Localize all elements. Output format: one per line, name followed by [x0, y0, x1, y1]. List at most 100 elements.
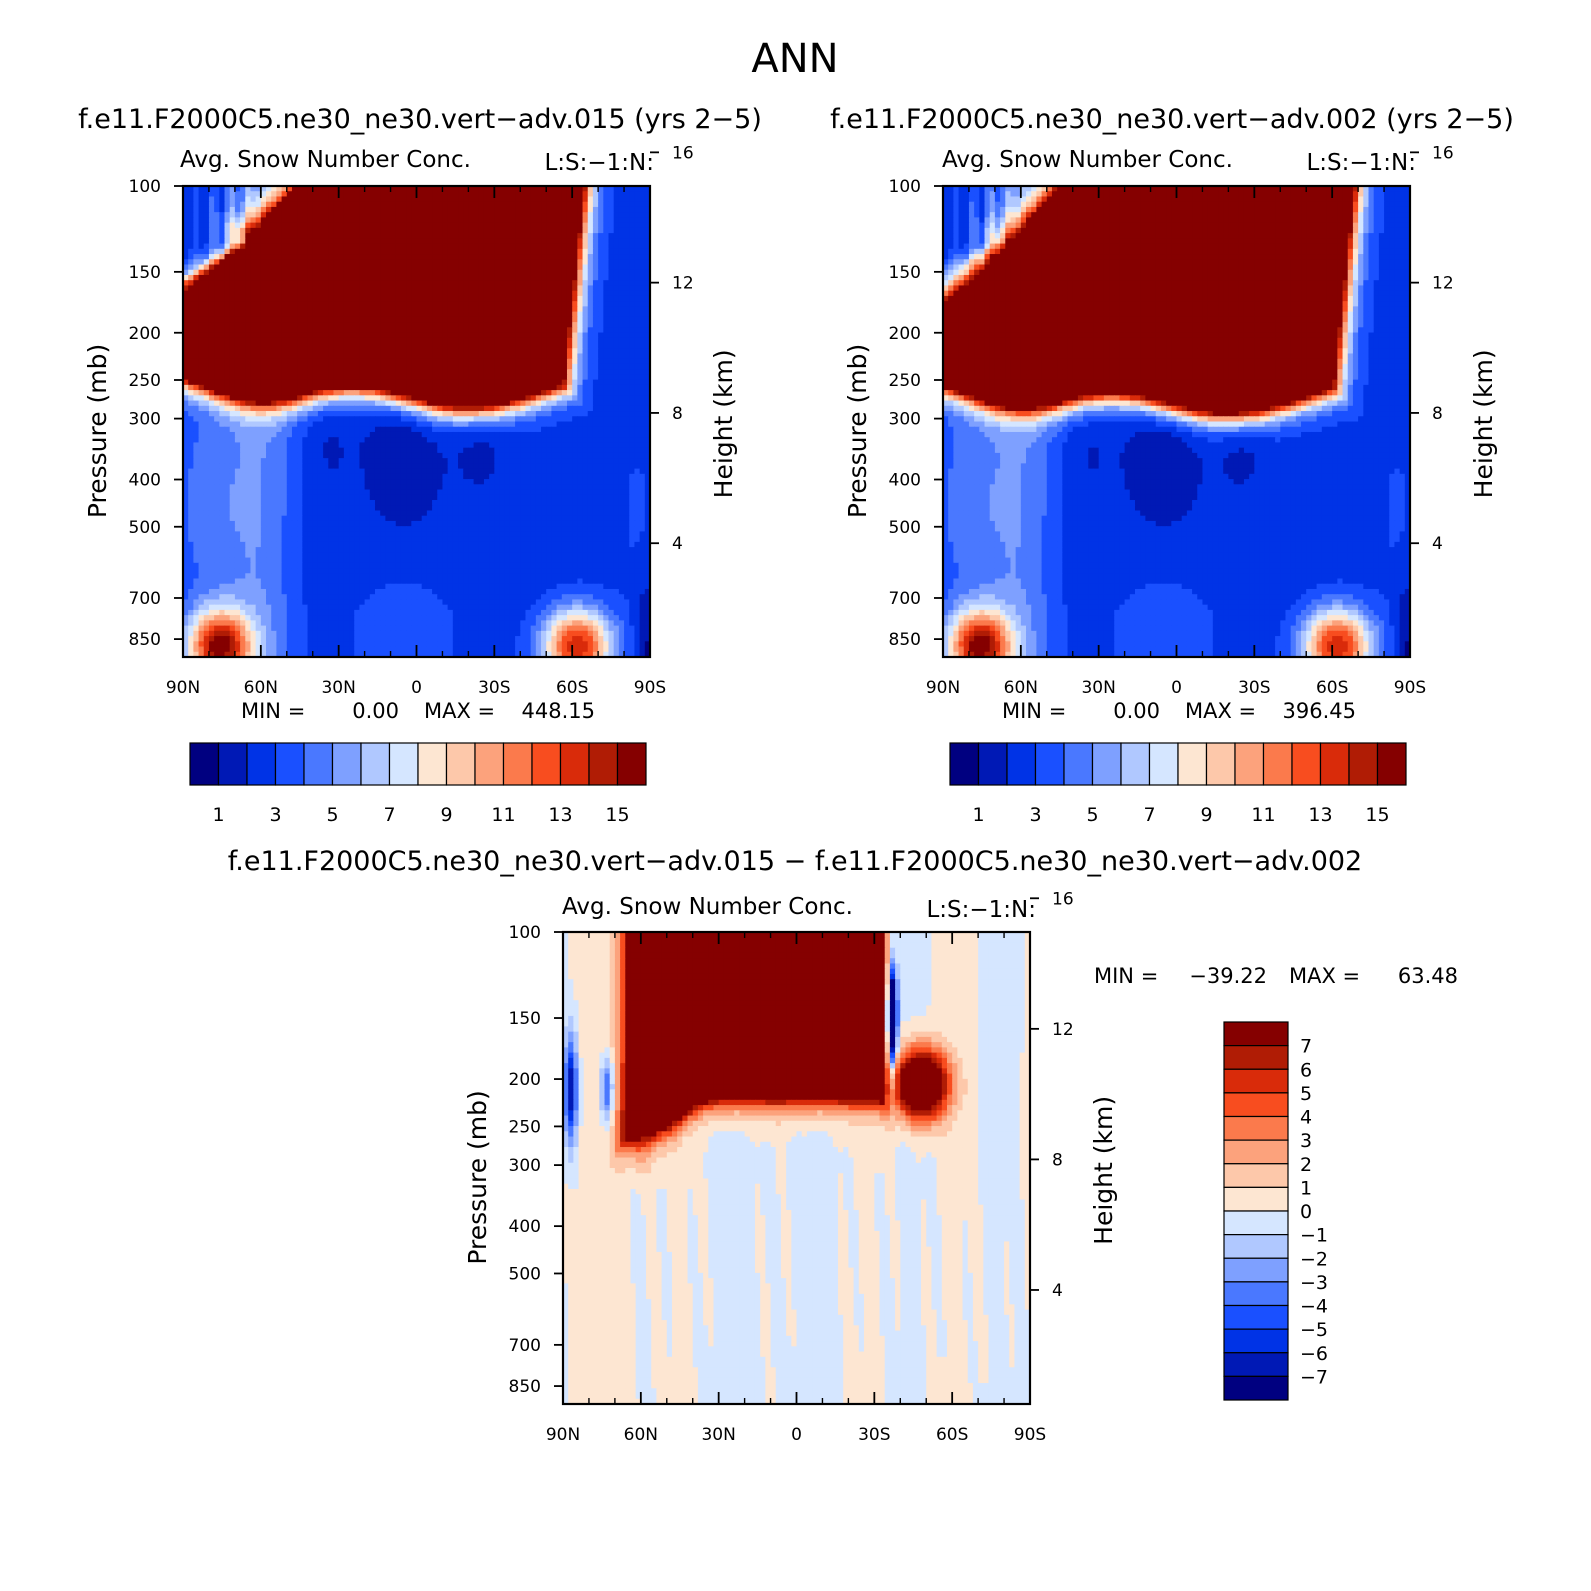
field-cell	[468, 191, 474, 197]
field-cell	[458, 233, 464, 239]
field-cell	[458, 244, 464, 250]
field-cell	[598, 228, 604, 234]
field-cell	[225, 212, 231, 218]
field-cell	[230, 244, 236, 250]
field-cell	[427, 207, 433, 213]
field-cell	[193, 191, 199, 197]
field-cell	[235, 275, 241, 281]
field-cell	[619, 196, 625, 202]
field-cell	[292, 191, 298, 197]
field-cell	[375, 202, 381, 208]
field-cell	[453, 249, 459, 255]
field-cell	[510, 275, 516, 281]
field-cell	[276, 217, 282, 223]
field-cell	[401, 265, 407, 271]
field-cell	[577, 270, 583, 276]
field-cell	[209, 270, 215, 276]
field-cell	[261, 275, 267, 281]
field-cell	[313, 223, 319, 229]
field-cell	[489, 207, 495, 213]
field-cell	[422, 265, 428, 271]
field-cell	[557, 217, 563, 223]
field-cell	[634, 259, 640, 265]
field-cell	[375, 259, 381, 265]
field-cell	[370, 259, 376, 265]
field-cell	[489, 217, 495, 223]
field-cell	[500, 196, 506, 202]
field-cell	[536, 249, 542, 255]
field-cell	[624, 238, 630, 244]
field-cell	[365, 249, 371, 255]
field-cell	[541, 217, 547, 223]
field-cell	[240, 207, 246, 213]
field-cell	[432, 233, 438, 239]
field-cell	[411, 228, 417, 234]
field-cell	[235, 233, 241, 239]
field-cell	[536, 259, 542, 265]
field-cell	[531, 191, 537, 197]
field-cell	[562, 223, 568, 229]
field-cell	[261, 217, 267, 223]
field-cell	[261, 233, 267, 239]
field-cell	[375, 270, 381, 276]
field-cell	[344, 207, 350, 213]
field-cell	[484, 223, 490, 229]
field-cell	[209, 275, 215, 281]
field-cell	[225, 259, 231, 265]
field-cell	[276, 254, 282, 260]
field-cell	[302, 191, 308, 197]
field-cell	[531, 223, 537, 229]
field-cell	[333, 207, 339, 213]
field-cell	[546, 254, 552, 260]
field-cell	[598, 202, 604, 208]
field-cell	[515, 196, 521, 202]
field-cell	[276, 207, 282, 213]
field-cell	[287, 207, 293, 213]
field-cell	[614, 275, 620, 281]
field-cell	[468, 270, 474, 276]
field-cell	[225, 223, 231, 229]
field-cell	[323, 191, 329, 197]
field-cell	[489, 238, 495, 244]
field-cell	[463, 207, 469, 213]
field-cell	[422, 259, 428, 265]
field-cell	[245, 254, 251, 260]
field-cell	[209, 238, 215, 244]
field-cell	[515, 249, 521, 255]
field-cell	[380, 259, 386, 265]
field-cell	[583, 196, 589, 202]
field-cell	[510, 270, 516, 276]
field-cell	[494, 259, 500, 265]
field-cell	[250, 233, 256, 239]
field-cell	[214, 233, 220, 239]
field-cell	[640, 196, 646, 202]
field-cell	[411, 270, 417, 276]
field-cell	[634, 207, 640, 213]
field-cell	[204, 270, 210, 276]
field-cell	[453, 228, 459, 234]
field-cell	[634, 244, 640, 250]
field-cell	[489, 212, 495, 218]
field-cell	[287, 265, 293, 271]
field-cell	[458, 275, 464, 281]
field-cell	[256, 207, 262, 213]
field-cell	[546, 217, 552, 223]
field-cell	[531, 207, 537, 213]
field-cell	[240, 233, 246, 239]
field-cell	[479, 254, 485, 260]
field-cell	[266, 238, 272, 244]
field-cell	[619, 233, 625, 239]
field-cell	[339, 207, 345, 213]
field-cell	[583, 202, 589, 208]
field-cell	[230, 212, 236, 218]
field-cell	[572, 265, 578, 271]
field-cell	[230, 191, 236, 197]
field-cell	[391, 244, 397, 250]
field-cell	[354, 207, 360, 213]
field-cell	[624, 223, 630, 229]
field-cell	[282, 196, 288, 202]
field-cell	[468, 233, 474, 239]
field-cell	[505, 207, 511, 213]
field-cell	[458, 191, 464, 197]
field-cell	[448, 238, 454, 244]
